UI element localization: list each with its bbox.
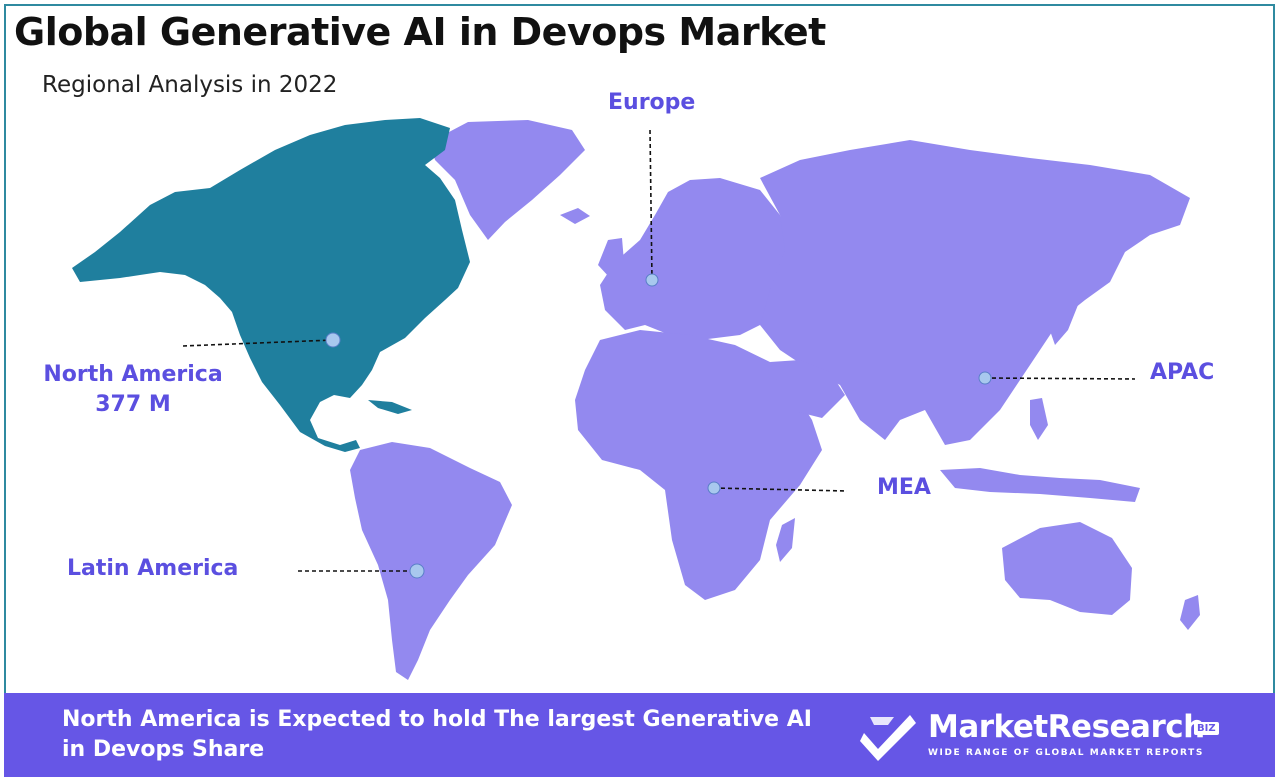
- europe-shape: [600, 178, 790, 340]
- brand-badge: BIZ: [1194, 722, 1219, 735]
- madagascar-shape: [776, 518, 795, 562]
- brand-name: MarketResearch: [928, 709, 1205, 745]
- brand-logo: MarketResearch BIZ WIDE RANGE OF GLOBAL …: [856, 707, 1256, 767]
- north-america-shape: [72, 118, 470, 452]
- greenland-shape: [430, 120, 585, 240]
- japan-shape: [1048, 290, 1078, 345]
- page-subtitle: Regional Analysis in 2022: [42, 72, 338, 98]
- footer-banner: North America is Expected to hold The la…: [4, 693, 1275, 777]
- label-mea: MEA: [877, 475, 931, 500]
- latin-america-marker: [409, 563, 425, 579]
- caribbean-shape: [368, 400, 412, 414]
- mea-connector: [713, 487, 848, 492]
- australia-shape: [1002, 522, 1132, 615]
- label-apac: APAC: [1150, 360, 1215, 385]
- southeast-asia-islands-shape: [940, 468, 1140, 502]
- north-america-marker: [325, 332, 341, 348]
- asia-shape: [760, 140, 1190, 445]
- footer-text: North America is Expected to hold The la…: [62, 707, 812, 762]
- africa-shape: [575, 330, 822, 600]
- europe-marker: [645, 273, 659, 287]
- north-america-name: North America: [43, 362, 223, 387]
- page-title: Global Generative AI in Devops Market: [14, 10, 826, 54]
- uk-shape: [598, 238, 624, 278]
- label-europe: Europe: [608, 90, 696, 115]
- arabia-shape: [770, 360, 845, 418]
- apac-connector: [984, 377, 1136, 380]
- iceland-shape: [560, 208, 590, 224]
- south-america-shape: [350, 442, 512, 680]
- label-latin-america: Latin America: [67, 556, 239, 581]
- brand-tagline: WIDE RANGE OF GLOBAL MARKET REPORTS: [928, 748, 1204, 758]
- mea-marker: [707, 481, 721, 495]
- apac-marker: [978, 371, 992, 385]
- philippines-shape: [1030, 398, 1048, 440]
- checkmark-logo-icon: [860, 715, 916, 761]
- north-america-value: 377 M: [95, 392, 171, 417]
- label-north-america: North America 377 M: [38, 360, 228, 420]
- new-zealand-shape: [1180, 595, 1200, 630]
